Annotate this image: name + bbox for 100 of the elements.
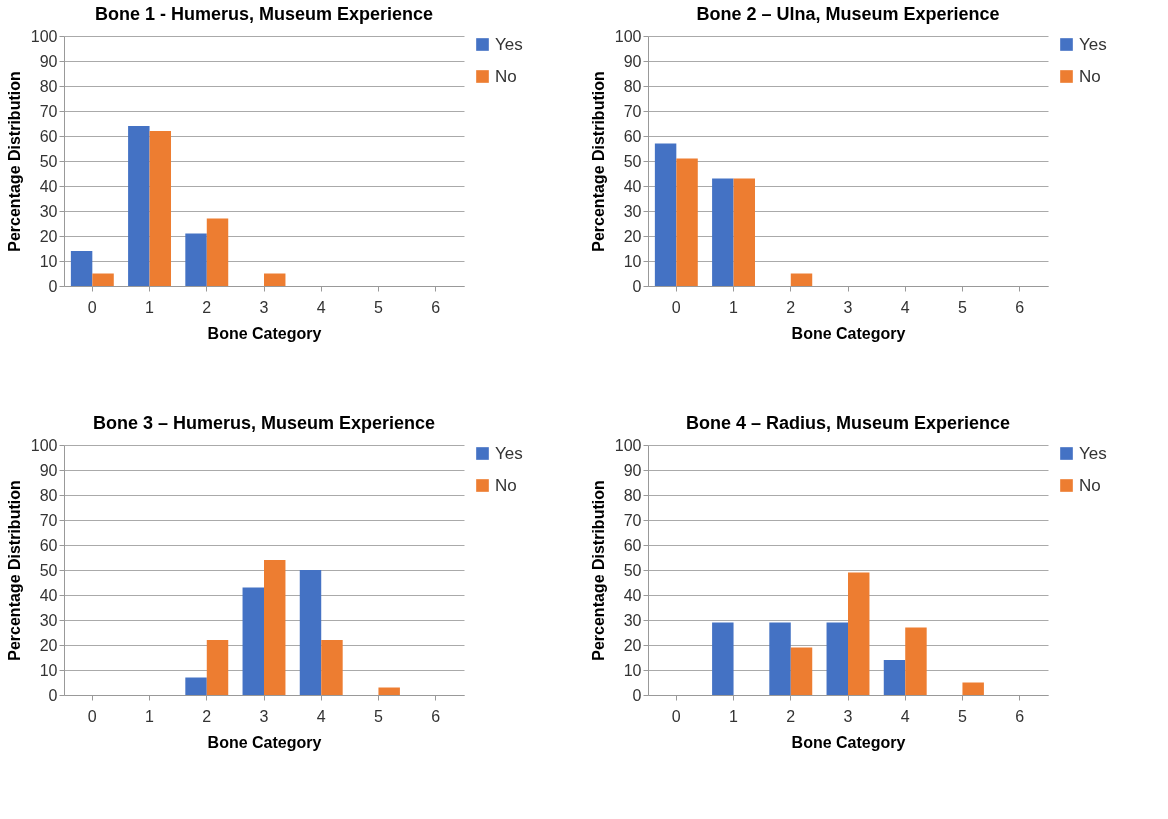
y-tick-label: 30 [39, 202, 58, 220]
x-tick-label: 6 [431, 298, 441, 316]
x-tick-label: 5 [374, 707, 383, 725]
bar [92, 273, 114, 286]
bar [149, 131, 172, 286]
y-axis-title: Percentage Distribution [5, 480, 23, 661]
chart-title: Bone 1 - Humerus, Museum Experience [94, 4, 434, 24]
x-tick-label: 4 [316, 298, 326, 316]
y-tick-label: 70 [39, 511, 58, 529]
y-tick-label: 40 [39, 177, 58, 195]
y-tick-label: 80 [39, 486, 58, 504]
bar [242, 587, 264, 695]
y-tick-label: 10 [39, 252, 58, 270]
bar [733, 178, 756, 286]
y-tick-label: 30 [623, 202, 642, 220]
x-tick-label: 2 [786, 298, 796, 316]
chart-title: Bone 4 – Radius, Museum Experience [685, 413, 1011, 433]
bar [826, 622, 848, 695]
x-tick-label: 4 [900, 707, 910, 725]
y-tick-label: 100 [30, 436, 58, 454]
bar [712, 178, 734, 286]
x-tick-label: 4 [900, 298, 910, 316]
bar [206, 218, 229, 286]
y-tick-label: 40 [623, 177, 642, 195]
x-tick-label: 3 [843, 298, 853, 316]
x-tick-label: 2 [202, 298, 212, 316]
x-tick-label: 5 [374, 298, 383, 316]
bar [185, 233, 207, 286]
y-tick-label: 20 [39, 227, 58, 245]
bar [905, 627, 927, 695]
x-tick-label: 0 [87, 707, 97, 725]
y-tick-label: 70 [623, 511, 642, 529]
x-axis-title: Bone Category [791, 324, 906, 342]
y-tick-label: 10 [623, 661, 642, 679]
y-tick-label: 0 [48, 686, 58, 704]
y-tick-label: 40 [39, 586, 58, 604]
x-tick-label: 6 [431, 707, 441, 725]
bar [185, 677, 207, 695]
x-tick-label: 3 [843, 707, 853, 725]
x-tick-label: 0 [671, 707, 681, 725]
x-tick-label: 5 [958, 298, 967, 316]
y-tick-label: 50 [39, 561, 58, 579]
x-tick-label: 2 [786, 707, 796, 725]
x-tick-label: 0 [671, 298, 681, 316]
y-tick-label: 40 [623, 586, 642, 604]
bar [676, 158, 698, 286]
x-tick-label: 5 [958, 707, 967, 725]
y-tick-label: 80 [623, 486, 642, 504]
x-axis-title: Bone Category [207, 733, 322, 751]
y-axis-title: Percentage Distribution [589, 480, 607, 661]
y-tick-label: 80 [39, 77, 58, 95]
bar [299, 570, 322, 695]
bar [128, 126, 150, 286]
legend-label: No [1079, 475, 1101, 495]
chart-title: Bone 2 – Ulna, Museum Experience [696, 4, 1000, 24]
x-tick-label: 3 [259, 298, 269, 316]
y-tick-label: 100 [30, 27, 58, 45]
bar [769, 622, 791, 695]
legend-label: No [495, 66, 517, 86]
y-axis-title: Percentage Distribution [589, 71, 607, 252]
y-tick-label: 70 [623, 102, 642, 120]
x-tick-label: 6 [1015, 707, 1025, 725]
chart-title: Bone 3 – Humerus, Museum Experience [92, 413, 436, 433]
bar [206, 640, 229, 695]
y-tick-label: 0 [632, 686, 642, 704]
y-tick-label: 20 [623, 227, 642, 245]
y-tick-label: 70 [39, 102, 58, 120]
y-tick-label: 90 [39, 52, 58, 70]
x-tick-label: 1 [145, 298, 155, 316]
y-tick-label: 60 [623, 127, 642, 145]
y-tick-label: 20 [39, 636, 58, 654]
x-tick-label: 4 [316, 707, 326, 725]
x-tick-label: 0 [87, 298, 97, 316]
y-tick-label: 80 [623, 77, 642, 95]
bar [962, 682, 984, 695]
x-axis-title: Bone Category [207, 324, 322, 342]
legend-label: No [495, 475, 517, 495]
y-tick-label: 90 [623, 461, 642, 479]
legend-label: Yes [495, 443, 523, 463]
bar [264, 273, 286, 286]
bar [712, 622, 734, 695]
y-tick-label: 50 [623, 561, 642, 579]
y-tick-label: 100 [614, 27, 642, 45]
bar [321, 640, 343, 695]
bar [70, 251, 93, 286]
x-axis-title: Bone Category [791, 733, 906, 751]
y-tick-label: 10 [623, 252, 642, 270]
x-tick-label: 3 [259, 707, 269, 725]
legend-label: No [1079, 66, 1101, 86]
bar [790, 647, 813, 695]
x-tick-label: 6 [1015, 298, 1025, 316]
legend-label: Yes [1079, 34, 1107, 54]
bar [264, 560, 286, 695]
y-tick-label: 10 [39, 661, 58, 679]
y-tick-label: 0 [632, 277, 642, 295]
y-axis-title: Percentage Distribution [5, 71, 23, 252]
legend-label: Yes [495, 34, 523, 54]
x-tick-label: 1 [729, 707, 739, 725]
y-tick-label: 60 [39, 127, 58, 145]
legend-label: Yes [1079, 443, 1107, 463]
